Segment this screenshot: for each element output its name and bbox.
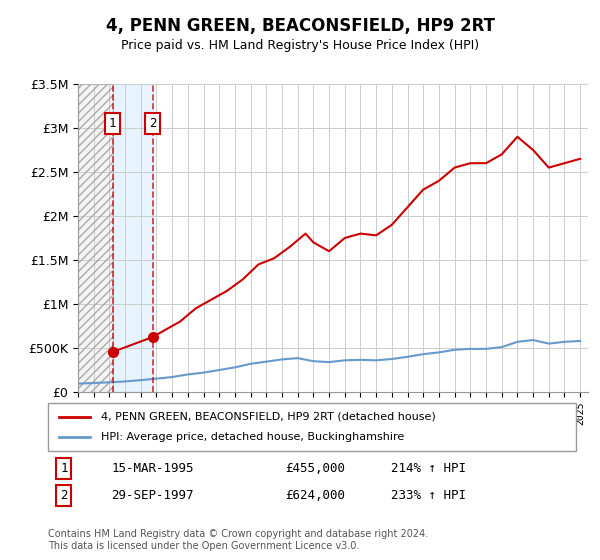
Text: 214% ↑ HPI: 214% ↑ HPI	[391, 462, 466, 475]
Text: 233% ↑ HPI: 233% ↑ HPI	[391, 489, 466, 502]
Text: 2: 2	[149, 117, 156, 130]
Text: 29-SEP-1997: 29-SEP-1997	[112, 489, 194, 502]
Text: £624,000: £624,000	[286, 489, 346, 502]
Bar	[113, 84, 152, 392]
Text: HPI: Average price, detached house, Buckinghamshire: HPI: Average price, detached house, Buck…	[101, 432, 404, 442]
Bar	[78, 84, 113, 392]
Text: 4, PENN GREEN, BEACONSFIELD, HP9 2RT: 4, PENN GREEN, BEACONSFIELD, HP9 2RT	[106, 17, 494, 35]
Text: Contains HM Land Registry data © Crown copyright and database right 2024.
This d: Contains HM Land Registry data © Crown c…	[48, 529, 428, 551]
Text: £455,000: £455,000	[286, 462, 346, 475]
Text: 4, PENN GREEN, BEACONSFIELD, HP9 2RT (detached house): 4, PENN GREEN, BEACONSFIELD, HP9 2RT (de…	[101, 412, 436, 422]
Bar	[78, 84, 113, 392]
Text: Price paid vs. HM Land Registry's House Price Index (HPI): Price paid vs. HM Land Registry's House …	[121, 39, 479, 52]
Text: 1: 1	[60, 462, 68, 475]
Text: 15-MAR-1995: 15-MAR-1995	[112, 462, 194, 475]
Text: 2: 2	[60, 489, 68, 502]
FancyBboxPatch shape	[48, 403, 576, 451]
Text: 1: 1	[109, 117, 116, 130]
